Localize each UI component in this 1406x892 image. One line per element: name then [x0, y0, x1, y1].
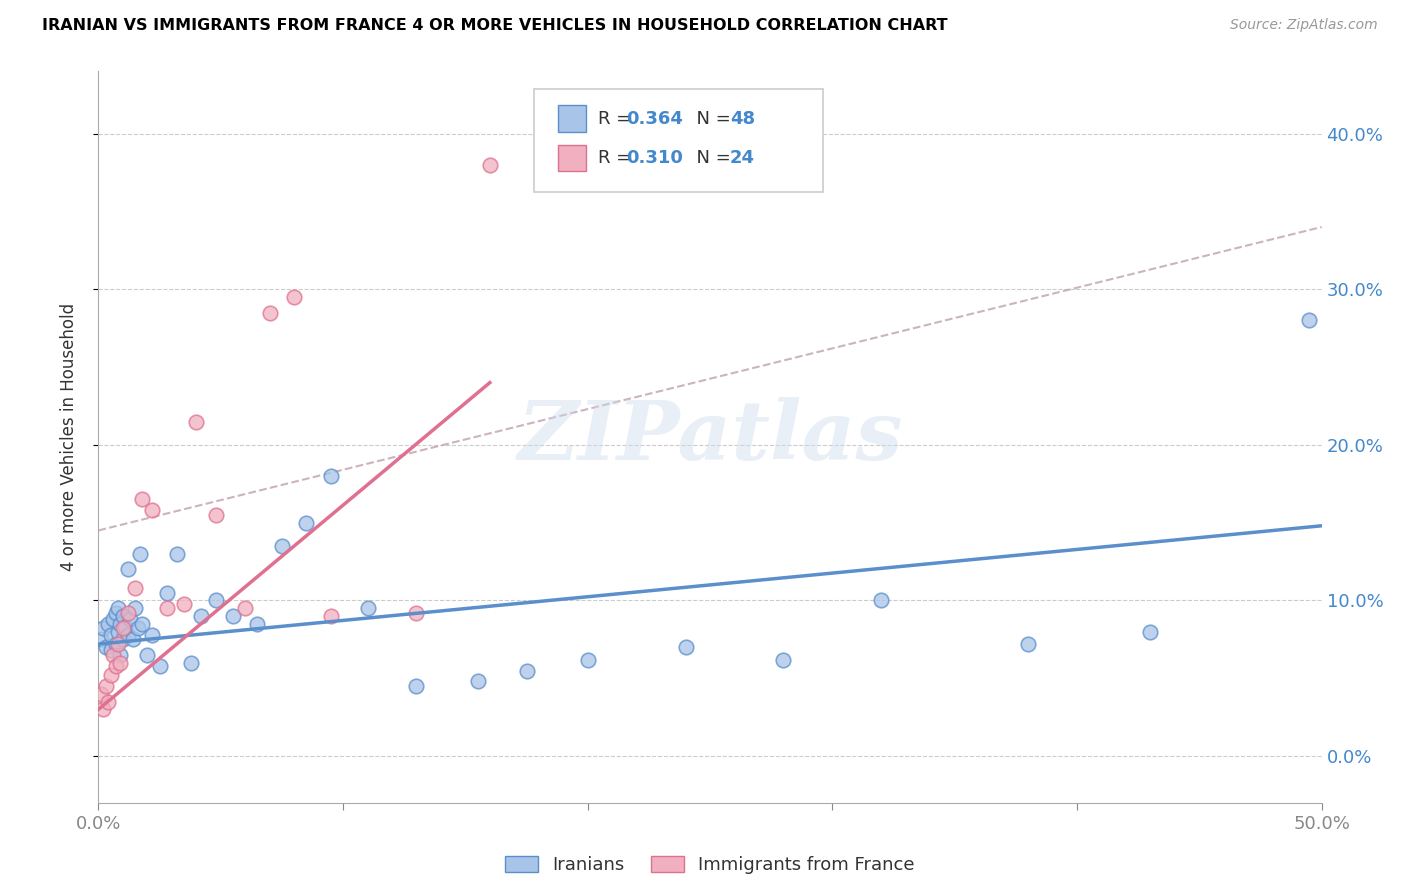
Point: [121, 632, 143, 647]
Point: [136, 648, 159, 662]
Point: [117, 562, 139, 576]
Point: [141, 503, 163, 517]
Point: [205, 593, 228, 607]
Point: [97, 616, 120, 631]
Point: [149, 658, 172, 673]
Text: N =: N =: [685, 149, 737, 167]
Point: [141, 628, 163, 642]
Point: [110, 616, 132, 631]
Text: 0.364: 0.364: [626, 110, 682, 128]
Point: [870, 593, 893, 607]
Text: ZIPatlas: ZIPatlas: [517, 397, 903, 477]
Point: [190, 609, 212, 624]
Point: [111, 609, 134, 624]
Point: [259, 305, 281, 319]
Point: [405, 679, 427, 693]
Point: [100, 668, 122, 682]
Point: [129, 547, 152, 561]
Point: [117, 628, 139, 642]
Point: [186, 415, 208, 429]
Point: [156, 601, 179, 615]
Point: [90, 632, 112, 647]
Point: [110, 648, 132, 662]
Point: [319, 469, 342, 483]
Text: 0.310: 0.310: [626, 149, 682, 167]
Legend: Iranians, Immigrants from France: Iranians, Immigrants from France: [498, 849, 922, 881]
Point: [356, 601, 378, 615]
Point: [478, 158, 501, 172]
Point: [283, 290, 305, 304]
Point: [515, 664, 537, 678]
Point: [117, 606, 139, 620]
Point: [124, 601, 146, 615]
Point: [91, 702, 114, 716]
Point: [1298, 313, 1320, 327]
Text: R =: R =: [598, 149, 637, 167]
Point: [100, 628, 122, 642]
Point: [124, 581, 146, 595]
Point: [246, 616, 269, 631]
Point: [205, 508, 228, 522]
Point: [120, 612, 142, 626]
Point: [91, 622, 114, 636]
Point: [131, 492, 153, 507]
Point: [107, 624, 129, 639]
Y-axis label: 4 or more Vehicles in Household: 4 or more Vehicles in Household: [59, 303, 77, 571]
Text: 48: 48: [730, 110, 755, 128]
Point: [101, 648, 124, 662]
Point: [131, 616, 153, 631]
Point: [104, 637, 127, 651]
Point: [111, 622, 134, 636]
Point: [104, 606, 127, 620]
Point: [127, 622, 149, 636]
Point: [90, 687, 112, 701]
Point: [94, 640, 117, 655]
Point: [270, 539, 294, 553]
Point: [114, 620, 136, 634]
Point: [94, 679, 117, 693]
Point: [319, 609, 342, 624]
Point: [107, 601, 129, 615]
Point: [675, 640, 697, 655]
Point: [222, 609, 245, 624]
Point: [97, 695, 120, 709]
Point: [295, 516, 318, 530]
Point: [772, 652, 794, 666]
Point: [173, 597, 195, 611]
Point: [576, 652, 599, 666]
Point: [100, 643, 122, 657]
Text: IRANIAN VS IMMIGRANTS FROM FRANCE 4 OR MORE VEHICLES IN HOUSEHOLD CORRELATION CH: IRANIAN VS IMMIGRANTS FROM FRANCE 4 OR M…: [42, 18, 948, 33]
Point: [180, 656, 202, 670]
Point: [101, 612, 124, 626]
Text: R =: R =: [598, 110, 637, 128]
Point: [110, 656, 132, 670]
Point: [467, 674, 489, 689]
Point: [405, 606, 427, 620]
Point: [107, 637, 129, 651]
Point: [104, 658, 127, 673]
Point: [233, 601, 256, 615]
Point: [156, 585, 179, 599]
Point: [166, 547, 188, 561]
Text: Source: ZipAtlas.com: Source: ZipAtlas.com: [1230, 18, 1378, 32]
Point: [111, 632, 134, 647]
Text: 24: 24: [730, 149, 755, 167]
Point: [1017, 637, 1039, 651]
Point: [1139, 624, 1161, 639]
Text: N =: N =: [685, 110, 737, 128]
